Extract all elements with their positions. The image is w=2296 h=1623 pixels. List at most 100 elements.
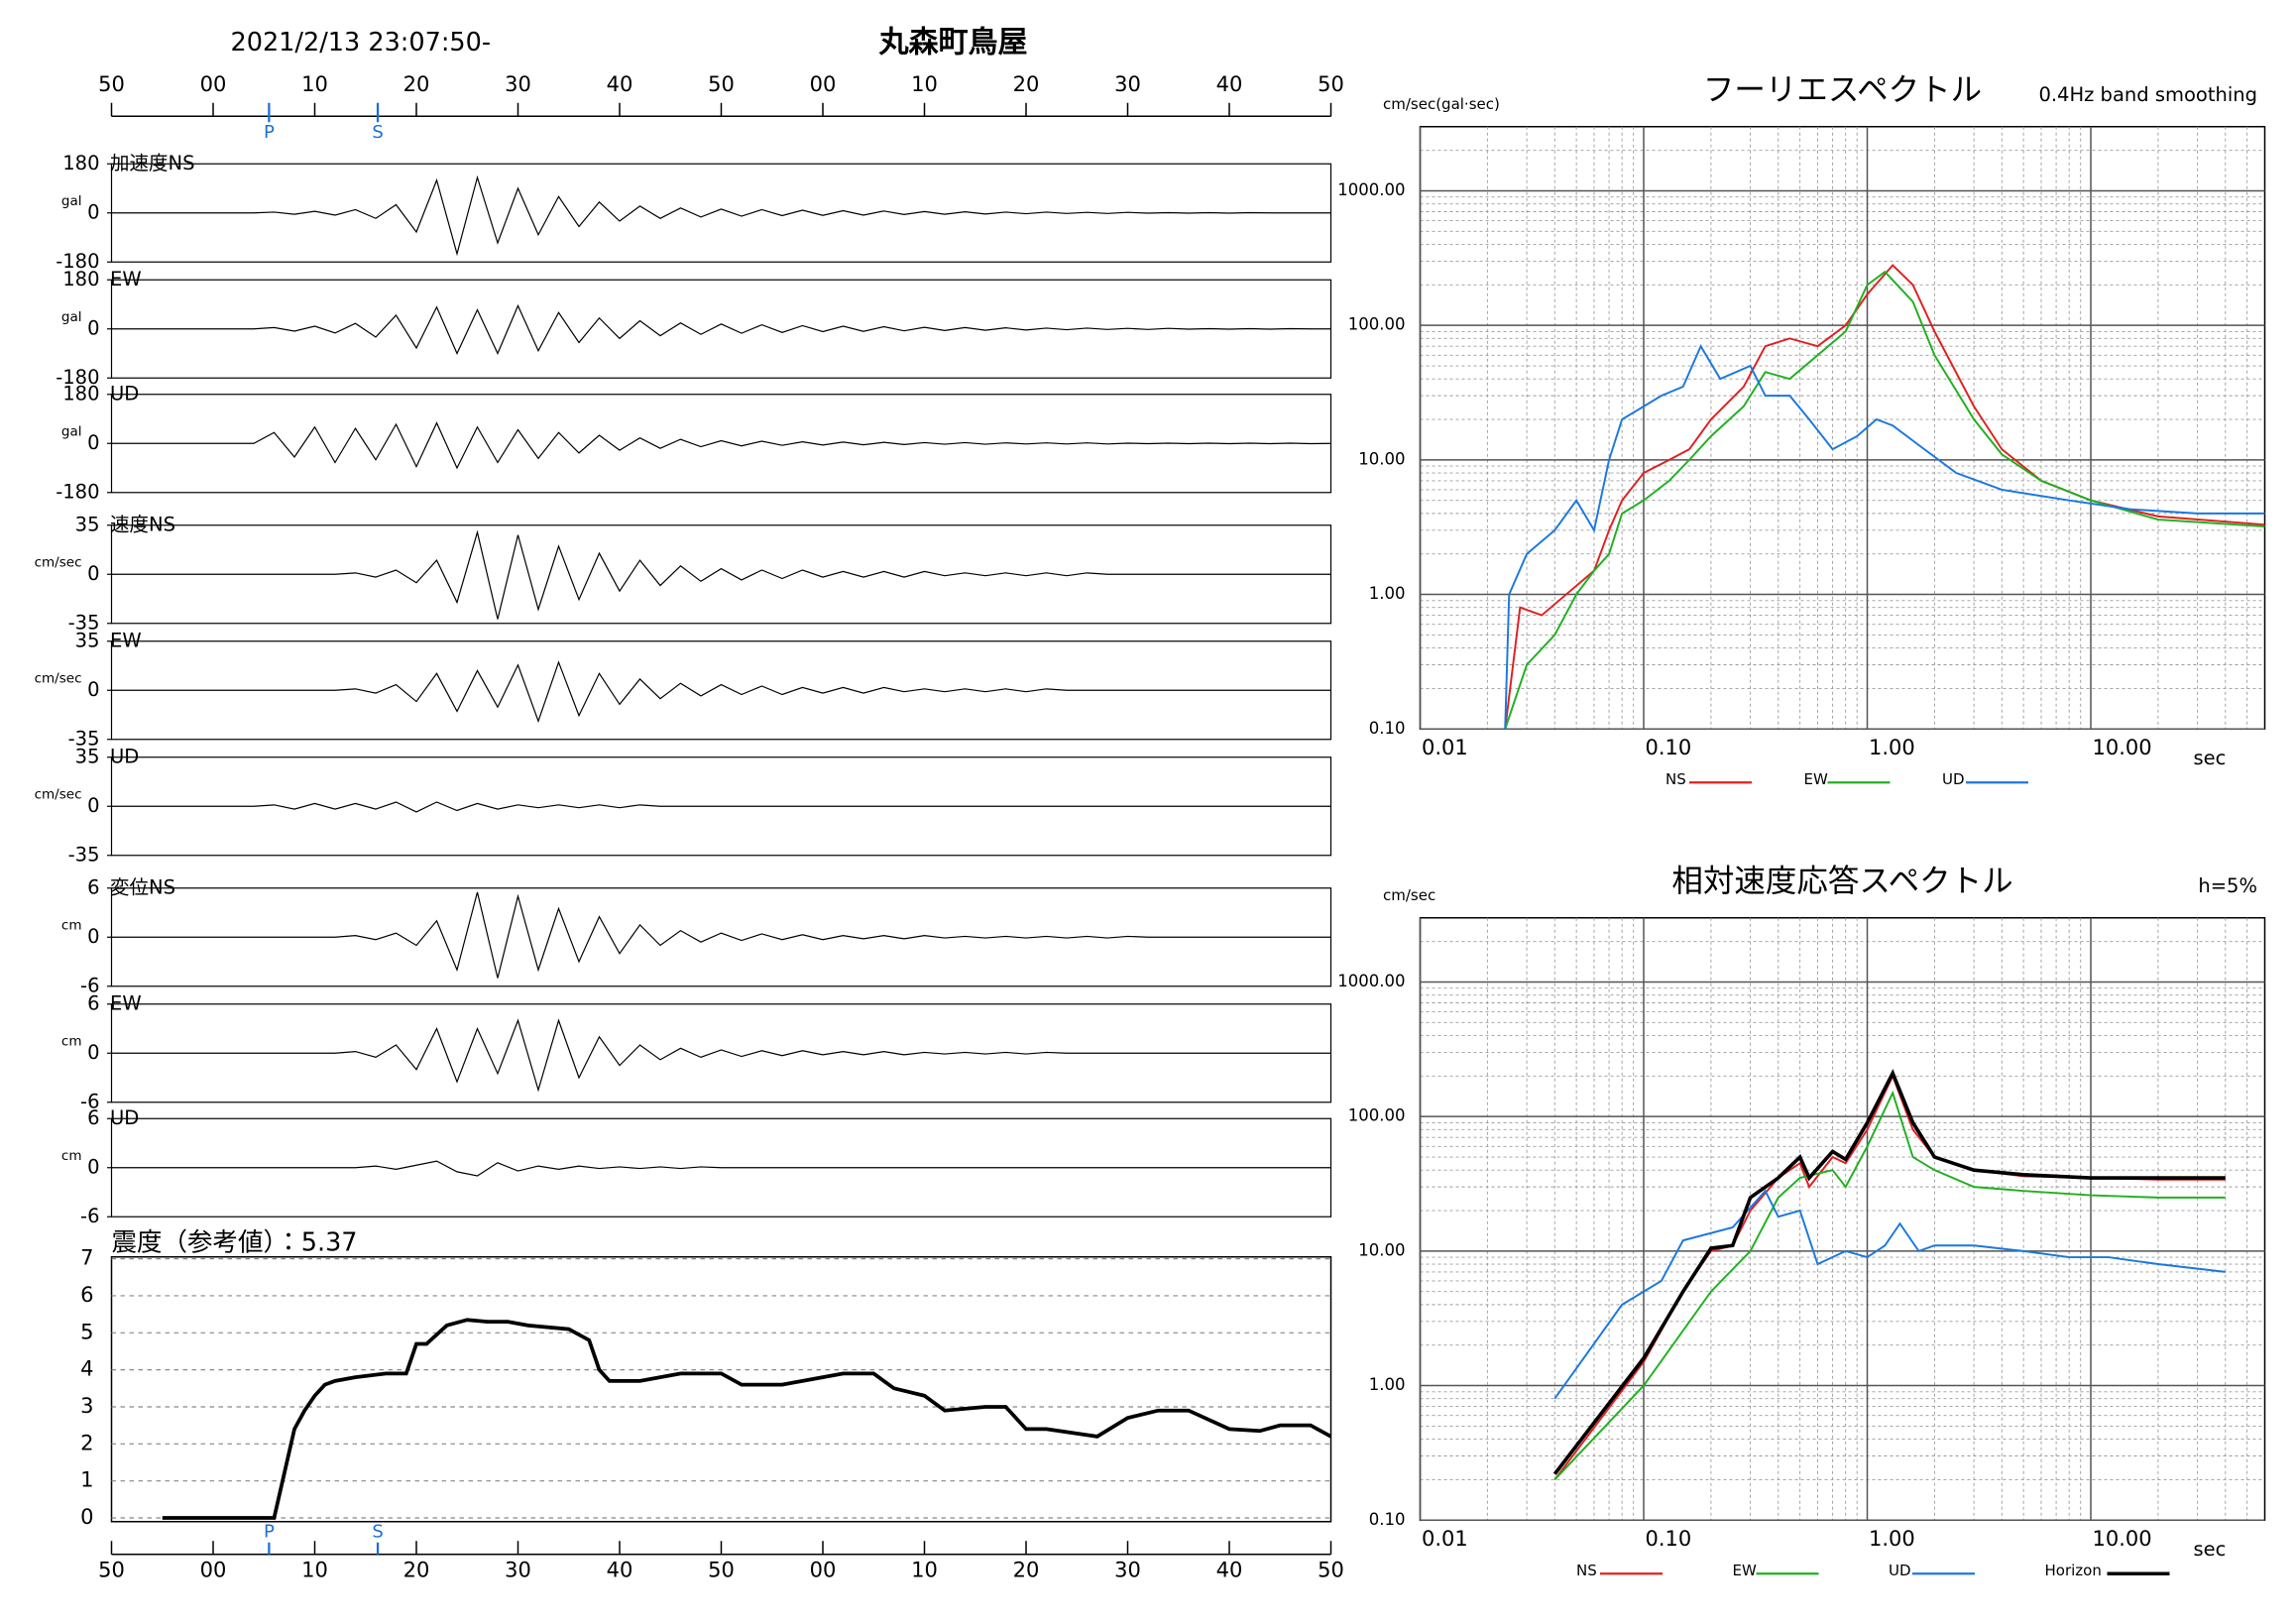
x-tick-label: 00: [200, 1558, 227, 1581]
x-tick-label: 30: [505, 72, 531, 96]
y-tick-label: 1.00: [1369, 1375, 1406, 1394]
y-tick-label: 1: [80, 1468, 93, 1492]
legend-label: Horizon: [2045, 1562, 2102, 1579]
unit-label: gal: [61, 423, 82, 439]
y-axis-label: cm/sec: [1383, 886, 1435, 904]
x-tick-label: 0.01: [1422, 736, 1468, 759]
x-tick-label: 30: [1114, 72, 1141, 96]
y-tick-label: -180: [56, 250, 99, 273]
unit-label: cm: [61, 917, 82, 933]
y-tick-label: 180: [62, 268, 99, 290]
legend-label: UD: [1942, 770, 1965, 788]
y-tick-label: 0.10: [1369, 1510, 1406, 1529]
y-tick-label: 180: [62, 382, 99, 405]
y-tick-label: 0: [87, 925, 99, 948]
x-tick-label: 0.10: [1646, 736, 1692, 759]
plot-frame: [1419, 125, 2266, 730]
phase-label: S: [372, 1521, 383, 1542]
phase-label: S: [372, 122, 383, 143]
x-tick-label: 10.00: [2093, 736, 2152, 759]
chart-note: 0.4Hz band smoothing: [2038, 83, 2257, 106]
trace: [111, 891, 1331, 979]
y-tick-label: 35: [75, 629, 100, 651]
line: [162, 1318, 1331, 1520]
y-tick-label: 2: [80, 1431, 93, 1454]
y-tick-label: 0: [80, 1505, 93, 1529]
y-tick-label: 35: [75, 513, 100, 535]
y-tick-label: -35: [68, 843, 100, 866]
plot-frame: [1419, 917, 2266, 1521]
panel-label: UD: [110, 1106, 139, 1129]
trace: [111, 660, 1331, 724]
chart-title: 震度（参考値）：5.37: [112, 1227, 358, 1257]
x-tick-label: 20: [1013, 72, 1040, 96]
y-tick-label: 0: [87, 794, 99, 817]
chart-title: 丸森町鳥屋: [878, 25, 1028, 59]
x-tick-label: 10: [301, 1558, 328, 1581]
trace: [111, 303, 1331, 355]
x-tick-label: 50: [98, 72, 125, 96]
panel-label: 変位NS: [110, 875, 175, 898]
y-tick-label: -35: [68, 611, 100, 634]
y-tick-label: 100.00: [1348, 315, 1406, 334]
y-tick-label: 6: [87, 1106, 99, 1129]
y-tick-label: 0: [87, 431, 99, 454]
legend-label: EW: [1733, 1562, 1757, 1579]
chart-note: h=5%: [2198, 874, 2257, 897]
plot-frame: [110, 1256, 1332, 1523]
plot-area: [1552, 1069, 2226, 1481]
x-tick-label: 1.00: [1869, 1527, 1915, 1551]
unit-label: gal: [61, 309, 82, 325]
y-tick-label: -6: [80, 1090, 99, 1112]
x-tick-label: 50: [98, 1558, 125, 1581]
y-tick-label: 1.00: [1369, 584, 1406, 603]
trace: [111, 1018, 1331, 1093]
x-tick-label: 10: [911, 1558, 938, 1581]
x-tick-label: 00: [200, 72, 227, 96]
y-tick-label: -6: [80, 1205, 99, 1227]
y-tick-label: -6: [80, 974, 99, 996]
panel-label: EW: [110, 629, 142, 651]
y-tick-label: 3: [80, 1394, 93, 1418]
x-tick-label: 1.00: [1869, 736, 1915, 759]
phase-label: P: [264, 1521, 275, 1542]
y-tick-label: 10.00: [1358, 1240, 1405, 1259]
trace: [111, 174, 1331, 257]
y-tick-label: 0: [87, 200, 99, 223]
y-tick-label: -180: [56, 366, 99, 389]
y-tick-label: 1000.00: [1337, 180, 1405, 199]
panel-label: UD: [110, 745, 139, 767]
legend-label: EW: [1804, 770, 1828, 788]
x-tick-label: 30: [1114, 1558, 1141, 1581]
legend-label: NS: [1576, 1562, 1597, 1579]
x-tick-label: 20: [403, 1558, 430, 1581]
series-line: [1552, 1069, 2226, 1475]
x-tick-label: 20: [1013, 1558, 1040, 1581]
chart-title: フーリエスペクトル: [1703, 72, 1982, 108]
trace: [111, 529, 1331, 620]
x-tick-label: 40: [607, 72, 633, 96]
phase-label: P: [264, 122, 275, 143]
y-tick-label: 0: [87, 1155, 99, 1178]
x-tick-label: 50: [1318, 1558, 1344, 1581]
x-tick-label: 40: [607, 1558, 633, 1581]
y-tick-label: -180: [56, 480, 99, 503]
y-tick-label: 10.00: [1358, 449, 1405, 468]
x-tick-label: 50: [1318, 72, 1344, 96]
y-tick-label: 0: [87, 562, 99, 585]
y-axis-label: cm/sec(gal·sec): [1383, 95, 1500, 113]
y-tick-label: 6: [80, 1283, 93, 1307]
x-tick-label: 50: [708, 72, 735, 96]
panel-label: EW: [110, 991, 142, 1014]
series-line: [1504, 264, 2265, 730]
panel-label: EW: [110, 268, 142, 290]
y-tick-label: 0: [87, 316, 99, 339]
x-tick-label: 40: [1216, 1558, 1243, 1581]
series-line: [1504, 344, 2265, 730]
trace: [111, 801, 1331, 813]
legend-label: UD: [1889, 1562, 1911, 1579]
x-tick-label: 30: [505, 1558, 531, 1581]
unit-label: cm/sec: [35, 786, 82, 802]
